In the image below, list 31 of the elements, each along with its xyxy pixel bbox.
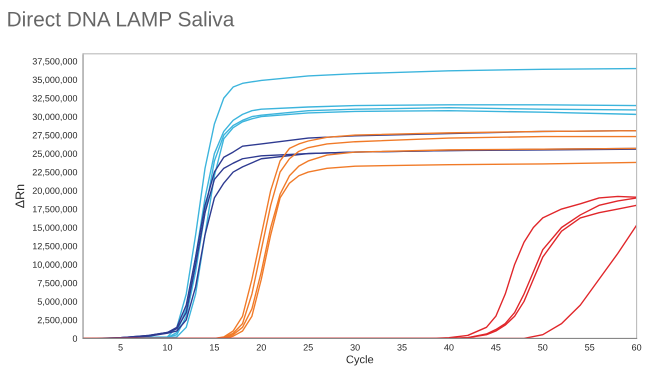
x-tick-label: 10 — [163, 344, 172, 351]
y-tick-label: 20,000,000 — [32, 188, 78, 195]
y-tick-label: 32,500,000 — [32, 95, 78, 103]
y-tick-label: 7,500,000 — [38, 280, 78, 288]
x-tick-label: 45 — [491, 344, 500, 351]
y-tick-label: 2,500,000 — [38, 316, 78, 324]
x-tick-label: 20 — [256, 344, 266, 351]
y-tick-label: 12,500,000 — [32, 242, 78, 250]
y-tick-label: 0 — [72, 335, 78, 342]
y-tick-label: 27,500,000 — [32, 132, 78, 140]
y-tick-label: 35,000,000 — [32, 76, 78, 84]
y-tick-label: 30,000,000 — [32, 114, 78, 122]
chart-title: Direct DNA LAMP Saliva — [8, 11, 234, 27]
x-tick-label: 60 — [632, 344, 642, 351]
x-tick-label: 40 — [444, 344, 454, 351]
y-tick-label: 17,500,000 — [32, 206, 78, 214]
x-tick-label: 25 — [304, 344, 313, 351]
x-tick-label: 55 — [585, 344, 594, 351]
x-tick-label: 30 — [350, 344, 360, 351]
y-tick-label: 5,000,000 — [38, 298, 78, 306]
y-tick-label: 25,000,000 — [32, 150, 78, 158]
x-tick-label: 35 — [397, 344, 407, 351]
y-tick-label: 22,500,000 — [32, 169, 78, 176]
y-tick-label: 10,000,000 — [32, 261, 78, 269]
x-tick-label: 50 — [538, 344, 548, 351]
y-tick-label: 37,500,000 — [32, 58, 78, 66]
x-tick-label: 15 — [210, 344, 220, 351]
x-axis-title: Cycle — [346, 355, 374, 366]
y-tick-label: 15,000,000 — [32, 224, 78, 232]
y-axis-title: ΔRn — [16, 184, 24, 208]
x-tick-label: 5 — [118, 344, 123, 351]
